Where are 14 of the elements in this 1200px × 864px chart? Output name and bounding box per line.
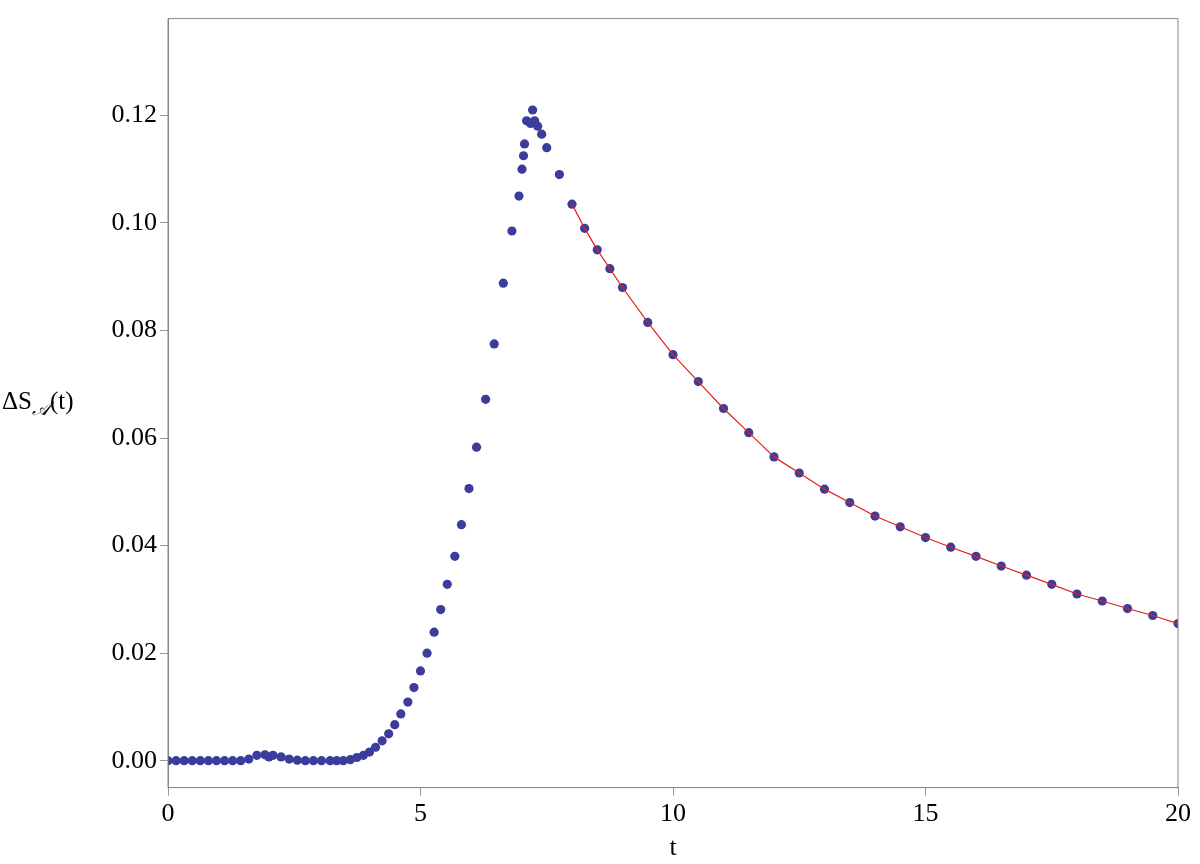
y-tick-label: 0.06 — [111, 421, 157, 451]
y-tick-label: 0.08 — [111, 314, 157, 344]
y-axis-title: ΔS$_{𝒜}$(t) — [2, 386, 74, 420]
x-tick-label: 5 — [414, 798, 427, 828]
x-tick-label: 20 — [1165, 798, 1191, 828]
y-tick-label: 0.04 — [111, 529, 157, 559]
x-tick-label: 0 — [161, 798, 175, 828]
x-axis-title: t — [669, 832, 678, 862]
y-tick-label: 0.10 — [111, 206, 157, 236]
x-tick-label: 15 — [912, 798, 939, 828]
y-tick-label: 0.02 — [111, 636, 157, 666]
y-tick-label: 0.12 — [111, 99, 157, 129]
x-tick-label: 10 — [660, 798, 686, 828]
y-tick-label: 0.00 — [111, 744, 157, 774]
